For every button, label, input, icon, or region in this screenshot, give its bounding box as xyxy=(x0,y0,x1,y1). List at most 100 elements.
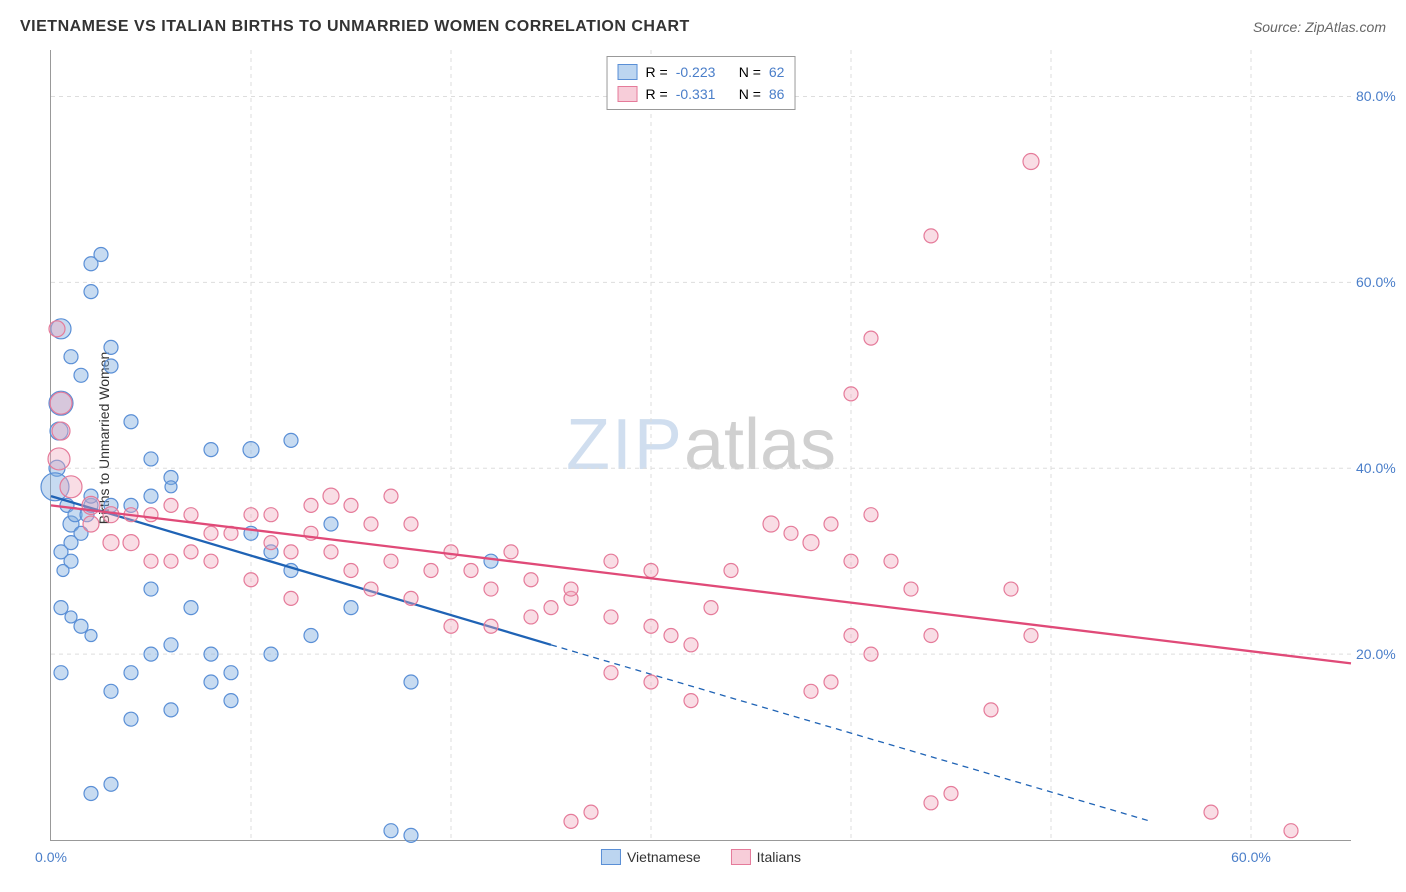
data-point xyxy=(404,828,418,842)
data-point xyxy=(404,675,418,689)
data-point xyxy=(284,545,298,559)
data-point xyxy=(404,591,418,605)
data-point xyxy=(584,805,598,819)
data-point xyxy=(684,694,698,708)
data-point xyxy=(484,554,498,568)
data-point xyxy=(54,666,68,680)
data-point xyxy=(324,517,338,531)
data-point xyxy=(184,545,198,559)
data-point xyxy=(224,666,238,680)
data-point xyxy=(884,554,898,568)
n-label: N = xyxy=(739,61,761,83)
data-point xyxy=(123,535,139,551)
data-point xyxy=(124,415,138,429)
data-point xyxy=(984,703,998,717)
data-point xyxy=(484,582,498,596)
data-point xyxy=(144,647,158,661)
data-point xyxy=(144,582,158,596)
data-point xyxy=(204,675,218,689)
data-point xyxy=(83,516,99,532)
r-label: R = xyxy=(646,61,668,83)
data-point xyxy=(384,554,398,568)
data-point xyxy=(204,443,218,457)
data-point xyxy=(244,573,258,587)
data-point xyxy=(304,498,318,512)
data-point xyxy=(684,638,698,652)
legend-swatch xyxy=(618,86,638,102)
chart-title: VIETNAMESE VS ITALIAN BIRTHS TO UNMARRIE… xyxy=(20,18,690,36)
data-point xyxy=(344,601,358,615)
series-legend: Vietnamese Italians xyxy=(601,849,801,865)
data-point xyxy=(564,582,578,596)
data-point xyxy=(60,476,82,498)
data-point xyxy=(164,554,178,568)
data-point xyxy=(104,777,118,791)
legend-swatch xyxy=(601,849,621,865)
data-point xyxy=(824,517,838,531)
series-legend-item: Vietnamese xyxy=(601,849,701,865)
data-point xyxy=(1204,805,1218,819)
data-point xyxy=(104,359,118,373)
data-point xyxy=(644,563,658,577)
data-point xyxy=(1024,629,1038,643)
y-tick-label: 20.0% xyxy=(1356,646,1406,662)
data-point xyxy=(704,601,718,615)
data-point xyxy=(384,489,398,503)
data-point xyxy=(844,554,858,568)
n-value: 86 xyxy=(769,83,785,105)
data-point xyxy=(124,712,138,726)
legend-swatch xyxy=(618,64,638,80)
data-point xyxy=(164,638,178,652)
data-point xyxy=(224,694,238,708)
stats-legend: R =-0.223N =62R =-0.331N =86 xyxy=(607,56,796,110)
r-value: -0.331 xyxy=(676,83,731,105)
data-point xyxy=(364,582,378,596)
data-point xyxy=(924,796,938,810)
data-point xyxy=(104,340,118,354)
series-legend-item: Italians xyxy=(731,849,801,865)
data-point xyxy=(484,619,498,633)
x-tick-label: 0.0% xyxy=(35,849,67,865)
data-point xyxy=(304,629,318,643)
data-point xyxy=(124,666,138,680)
r-value: -0.223 xyxy=(676,61,731,83)
stats-legend-row: R = -0.331 N = 86 xyxy=(618,83,785,105)
data-point xyxy=(604,666,618,680)
data-point xyxy=(184,601,198,615)
data-point xyxy=(54,601,68,615)
data-point xyxy=(804,684,818,698)
data-point xyxy=(85,630,97,642)
data-point xyxy=(284,591,298,605)
data-point xyxy=(824,675,838,689)
data-point xyxy=(49,321,65,337)
x-tick-label: 60.0% xyxy=(1231,849,1271,865)
plot-area: ZIPatlas R =-0.223N =62R =-0.331N =86 Vi… xyxy=(50,50,1351,841)
data-point xyxy=(1023,154,1039,170)
data-point xyxy=(74,619,88,633)
data-point xyxy=(74,368,88,382)
data-point xyxy=(204,647,218,661)
data-point xyxy=(144,489,158,503)
data-point xyxy=(524,610,538,624)
data-point xyxy=(763,516,779,532)
data-point xyxy=(364,517,378,531)
data-point xyxy=(644,675,658,689)
source-label: Source: ZipAtlas.com xyxy=(1253,19,1386,35)
data-point xyxy=(444,545,458,559)
data-point xyxy=(924,229,938,243)
data-point xyxy=(544,601,558,615)
data-point xyxy=(50,392,72,414)
data-point xyxy=(404,517,418,531)
data-point xyxy=(524,573,538,587)
n-label: N = xyxy=(739,83,761,105)
data-point xyxy=(244,508,258,522)
data-point xyxy=(444,619,458,633)
data-point xyxy=(94,247,108,261)
data-point xyxy=(284,433,298,447)
data-point xyxy=(1284,824,1298,838)
r-label: R = xyxy=(646,83,668,105)
data-point xyxy=(944,787,958,801)
series-legend-label: Vietnamese xyxy=(627,849,701,865)
data-point xyxy=(57,564,69,576)
data-point xyxy=(64,350,78,364)
